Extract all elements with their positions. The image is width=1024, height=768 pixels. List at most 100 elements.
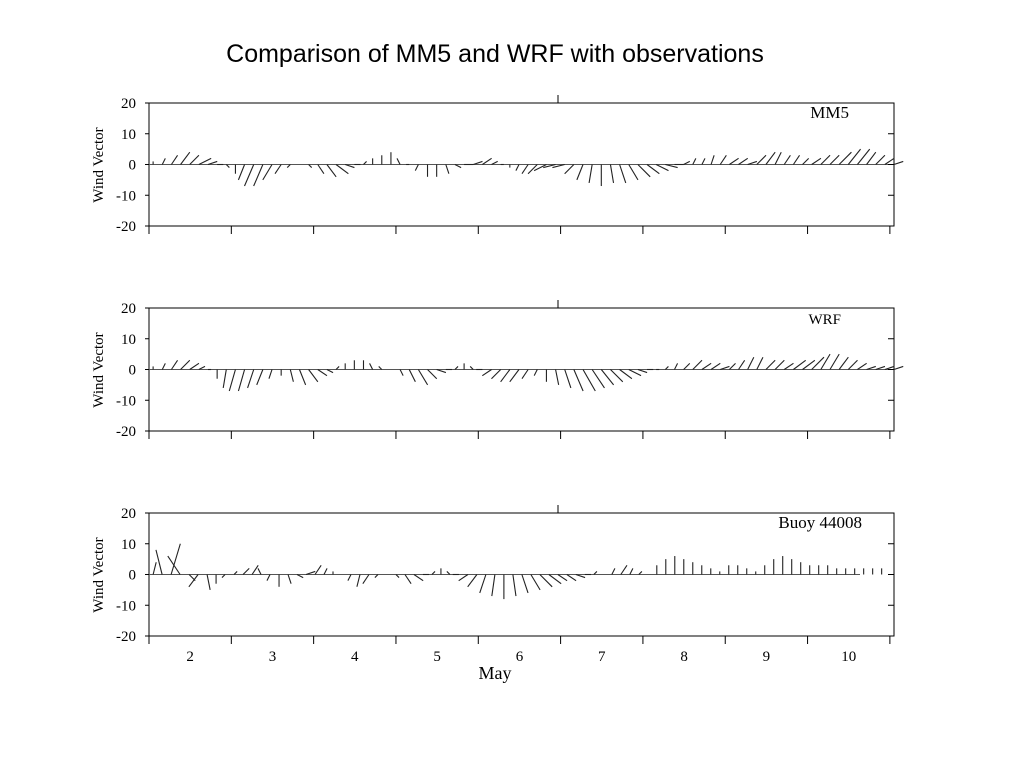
wind-stick xyxy=(820,154,831,165)
y-axis-label: Wind Vector xyxy=(91,537,107,612)
y-axis-label: Wind Vector xyxy=(91,127,107,202)
wind-stick xyxy=(573,369,584,392)
x-ticks xyxy=(148,95,891,234)
wind-stick xyxy=(646,164,660,175)
y-tick-label: 10 xyxy=(121,537,136,553)
wind-stick xyxy=(628,369,642,377)
wind-stick xyxy=(783,154,791,165)
wind-stick xyxy=(326,369,334,374)
slide-title: Comparison of MM5 and WRF with observati… xyxy=(226,40,764,68)
wind-stick xyxy=(345,163,355,169)
wind-stick xyxy=(247,369,255,389)
wind-stick xyxy=(539,574,553,588)
wind-stick xyxy=(152,562,157,575)
wind-stick xyxy=(628,164,639,181)
vector-sticks xyxy=(152,148,904,187)
wind-stick xyxy=(445,164,450,174)
wind-stick xyxy=(866,151,877,165)
y-tick-label: 20 xyxy=(121,301,136,317)
wind-stick xyxy=(396,158,401,165)
wind-stick xyxy=(314,564,322,575)
y-tick-label: 10 xyxy=(121,332,136,348)
wind-stick xyxy=(500,369,511,383)
y-ticks: 20 10 0 -10 -20 xyxy=(116,96,894,235)
wind-stick xyxy=(792,154,800,165)
wind-stick xyxy=(170,154,179,165)
y-tick-label: 0 xyxy=(129,363,137,379)
y-tick-label: 0 xyxy=(129,568,137,584)
wind-stick xyxy=(323,568,328,575)
wind-stick xyxy=(206,574,211,590)
y-ticks: 20 10 0 -10 -20 xyxy=(116,301,894,440)
y-tick-label: 0 xyxy=(129,158,137,174)
x-ticks xyxy=(148,300,891,439)
wind-stick xyxy=(610,369,624,383)
wind-stick xyxy=(774,359,785,370)
wind-stick xyxy=(543,163,556,169)
wind-stick xyxy=(557,574,568,582)
wind-stick xyxy=(436,368,447,374)
wind-stick xyxy=(515,164,520,171)
wind-stick xyxy=(188,574,199,588)
wind-stick xyxy=(838,151,852,165)
wind-stick xyxy=(446,571,451,575)
wind-stick xyxy=(467,574,478,588)
wind-stick xyxy=(491,369,502,380)
wind-stick xyxy=(533,164,547,172)
wind-stick xyxy=(521,369,529,380)
wind-stick xyxy=(225,164,230,168)
wind-stick xyxy=(308,164,313,168)
wind-stick xyxy=(242,567,250,575)
wind-stick xyxy=(167,555,181,575)
wind-stick xyxy=(509,369,520,383)
wind-stick xyxy=(268,369,273,379)
wind-stick xyxy=(363,161,367,165)
wind-stick xyxy=(253,164,264,187)
wind-stick xyxy=(856,148,871,165)
wind-stick xyxy=(637,368,648,374)
wind-stick xyxy=(620,564,628,575)
x-tick-labels: 2 3 4 5 6 7 8 9 10 xyxy=(186,649,856,665)
wind-stick xyxy=(228,369,236,392)
wind-stick xyxy=(378,366,383,370)
wind-stick xyxy=(207,160,218,166)
vector-sticks xyxy=(152,543,883,600)
wind-stick xyxy=(170,359,179,370)
wind-stick xyxy=(692,158,697,165)
wind-stick xyxy=(317,164,325,175)
wind-stick xyxy=(198,157,212,165)
wind-stick xyxy=(611,568,616,575)
wind-stick xyxy=(811,356,825,370)
wind-stick xyxy=(847,359,858,370)
panel-label: Buoy 44008 xyxy=(778,513,862,532)
wind-stick xyxy=(427,369,438,380)
y-tick-label: 10 xyxy=(121,127,136,143)
wind-stick xyxy=(180,151,191,165)
x-axis-label: May xyxy=(479,663,512,683)
y-tick-label: -10 xyxy=(116,188,136,204)
wind-stick xyxy=(756,356,764,370)
x-tick-label: 9 xyxy=(763,649,771,665)
wind-stick xyxy=(582,369,596,392)
wind-stick xyxy=(296,574,304,579)
wind-stick xyxy=(783,362,794,370)
wind-stick xyxy=(458,574,469,582)
wind-stick xyxy=(298,369,307,386)
x-ticks xyxy=(148,505,891,644)
wind-stick xyxy=(875,365,886,371)
y-axis-label: Wind Vector xyxy=(91,332,107,407)
wind-stick xyxy=(600,369,615,386)
wind-stick xyxy=(847,148,861,165)
y-tick-label: -20 xyxy=(116,629,136,645)
wind-stick xyxy=(335,164,349,175)
wind-stick xyxy=(701,362,712,370)
wind-stick xyxy=(356,574,361,587)
wind-stick xyxy=(417,369,429,386)
wind-stick xyxy=(399,369,404,376)
wind-stick xyxy=(802,359,816,370)
wind-stick xyxy=(829,154,840,165)
wind-stick xyxy=(738,359,746,370)
wind-stick xyxy=(683,160,691,165)
wind-stick xyxy=(413,574,424,582)
